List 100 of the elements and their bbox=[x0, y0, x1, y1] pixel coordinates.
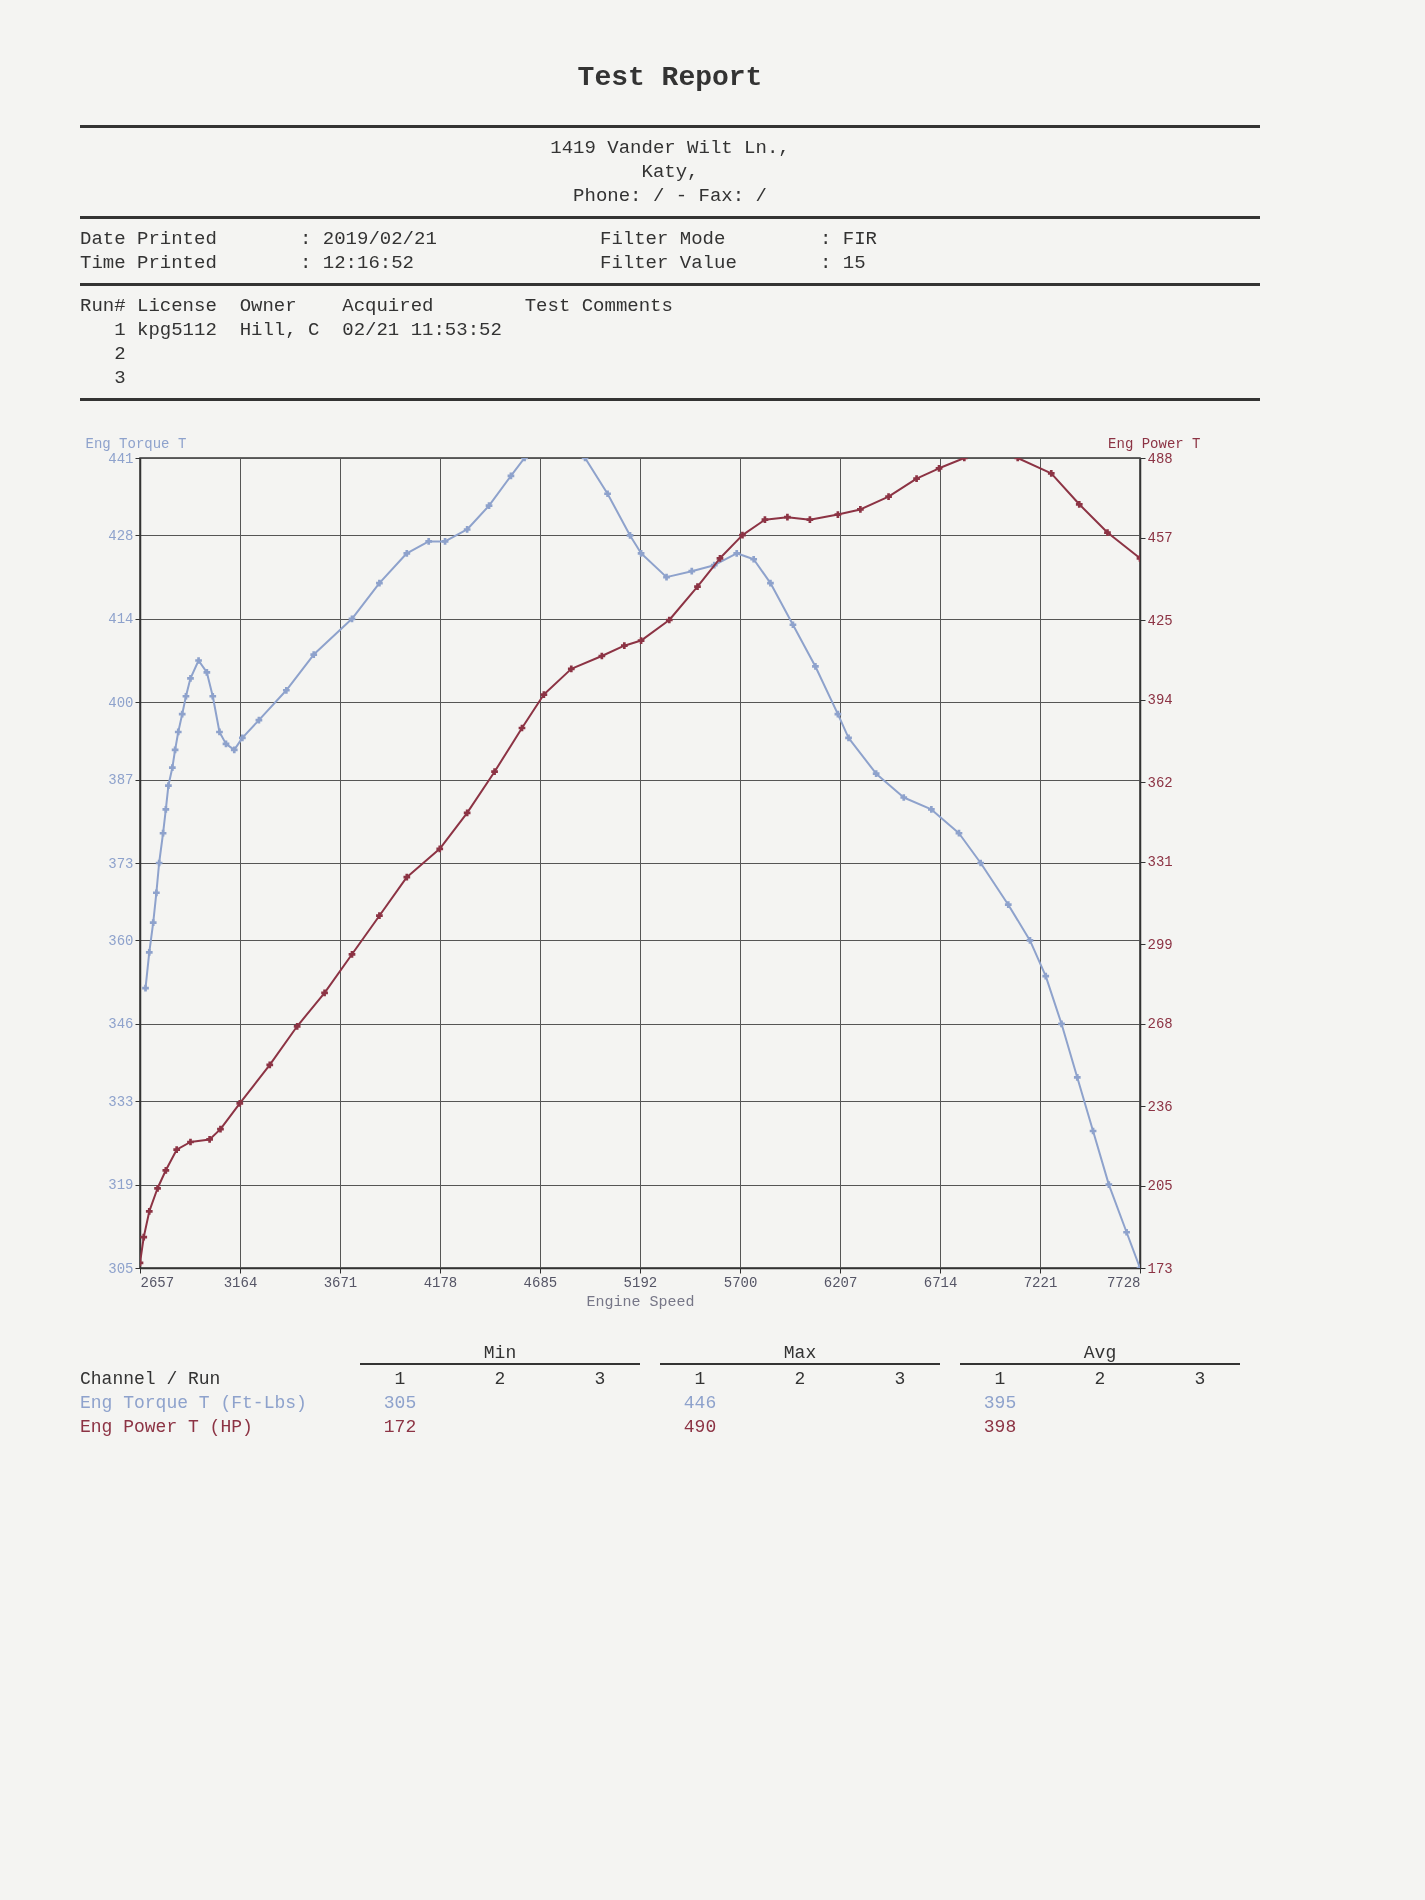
text: Time Printed bbox=[80, 251, 218, 275]
text: Katy, bbox=[640, 160, 700, 184]
point bbox=[436, 845, 444, 853]
x-tick-label: 3671 bbox=[323, 1274, 358, 1291]
y-tick-label: 400 bbox=[108, 694, 134, 711]
point bbox=[491, 768, 498, 776]
text: Avg bbox=[960, 1343, 1240, 1365]
y-tick-label: 441 bbox=[108, 450, 134, 467]
text: Eng Torque T (Ft-Lbs) bbox=[80, 1393, 308, 1413]
x-axis-title: Engine Speed bbox=[586, 1293, 695, 1311]
x-tick-label: 2657 bbox=[140, 1274, 175, 1291]
point bbox=[376, 912, 383, 920]
y2-tick-label: 299 bbox=[1147, 936, 1173, 953]
point bbox=[761, 516, 769, 524]
text: 2 bbox=[1094, 1369, 1106, 1389]
point bbox=[217, 1125, 224, 1133]
point bbox=[806, 516, 814, 524]
text: 446 bbox=[682, 1393, 718, 1413]
y-tick-label: 333 bbox=[108, 1093, 134, 1110]
text: 3 bbox=[1194, 1369, 1206, 1389]
text: : 2019/02/21 bbox=[300, 227, 438, 251]
point bbox=[187, 1138, 194, 1146]
x-tick-label: 4685 bbox=[523, 1274, 558, 1291]
chart-title: Test Report bbox=[576, 62, 764, 93]
text: Phone: / - Fax: / bbox=[572, 184, 768, 208]
text: 395 bbox=[982, 1393, 1018, 1413]
text: 2 bbox=[493, 1369, 507, 1389]
point bbox=[540, 691, 548, 698]
text: 1 bbox=[694, 1369, 706, 1389]
point bbox=[348, 950, 356, 958]
text: Date Printed bbox=[80, 227, 218, 251]
point bbox=[716, 554, 724, 562]
y2-tick-label: 394 bbox=[1147, 692, 1173, 709]
point bbox=[145, 1208, 153, 1215]
text: 305 bbox=[382, 1393, 418, 1413]
point bbox=[162, 1166, 170, 1174]
text: 1419 Vander Wilt Ln., bbox=[549, 136, 791, 160]
text: 1 bbox=[393, 1369, 407, 1389]
text: 3 bbox=[894, 1369, 906, 1389]
text: Min bbox=[360, 1343, 640, 1365]
text: : 12:16:52 bbox=[300, 251, 416, 275]
x-tick-label: 5700 bbox=[723, 1274, 758, 1291]
y-tick-label: 360 bbox=[108, 932, 134, 949]
point bbox=[913, 475, 920, 482]
text: 1 bbox=[994, 1369, 1006, 1389]
text: Eng Power T (HP) bbox=[80, 1417, 254, 1437]
text: : FIR bbox=[820, 227, 878, 251]
x-tick-label: 7221 bbox=[1023, 1274, 1058, 1291]
y-tick-label: 305 bbox=[108, 1260, 134, 1277]
point bbox=[567, 665, 575, 673]
point bbox=[834, 511, 842, 518]
x-tick-label: 5192 bbox=[623, 1274, 658, 1291]
text: 1 kpg5112 Hill, C 02/21 11:53:52 bbox=[113, 318, 503, 342]
point bbox=[403, 873, 411, 881]
y-tick-label: 373 bbox=[108, 855, 134, 872]
point bbox=[857, 506, 864, 513]
point bbox=[140, 1233, 148, 1241]
text: Filter Mode bbox=[600, 227, 727, 251]
point bbox=[206, 1136, 213, 1143]
y2-tick-label: 488 bbox=[1147, 450, 1173, 467]
point bbox=[739, 531, 746, 539]
y-tick-label: 428 bbox=[108, 527, 134, 544]
y2-tick-label: 362 bbox=[1147, 774, 1173, 791]
point bbox=[665, 616, 673, 624]
text: Run# License Owner Acquired Test Comments bbox=[80, 294, 674, 318]
point bbox=[598, 652, 606, 660]
y2-axis-title: Eng Power T bbox=[1108, 435, 1201, 452]
point bbox=[1047, 470, 1055, 477]
point bbox=[266, 1061, 274, 1069]
point bbox=[321, 989, 328, 997]
text: : 15 bbox=[820, 251, 867, 275]
text: 2 bbox=[113, 342, 127, 366]
text: Filter Value bbox=[600, 251, 738, 275]
y2-tick-label: 268 bbox=[1147, 1016, 1173, 1033]
x-tick-label: 6714 bbox=[923, 1274, 958, 1291]
y2-tick-label: 236 bbox=[1147, 1098, 1173, 1115]
y-tick-label: 319 bbox=[108, 1177, 134, 1194]
text: 3 bbox=[113, 366, 127, 390]
text: 490 bbox=[682, 1417, 718, 1437]
point bbox=[173, 1146, 181, 1154]
y2-tick-label: 331 bbox=[1147, 854, 1173, 871]
y2-tick-label: 173 bbox=[1147, 1260, 1173, 1277]
point bbox=[637, 637, 645, 644]
y-tick-label: 346 bbox=[108, 1016, 134, 1033]
y-tick-label: 414 bbox=[108, 611, 134, 628]
point bbox=[784, 513, 791, 521]
point bbox=[1075, 500, 1083, 508]
point bbox=[694, 583, 701, 590]
point bbox=[236, 1100, 244, 1107]
text: Channel / Run bbox=[80, 1369, 222, 1389]
x-tick-label: 6207 bbox=[823, 1274, 858, 1291]
y-axis-title: Eng Torque T bbox=[85, 435, 187, 452]
text: 3 bbox=[593, 1369, 607, 1389]
point bbox=[293, 1022, 301, 1030]
point bbox=[1104, 529, 1111, 536]
point bbox=[885, 493, 892, 500]
text: 2 bbox=[794, 1369, 806, 1389]
x-tick-label: 3164 bbox=[223, 1274, 258, 1291]
text: 172 bbox=[382, 1417, 418, 1437]
x-tick-label: 4178 bbox=[423, 1274, 458, 1291]
